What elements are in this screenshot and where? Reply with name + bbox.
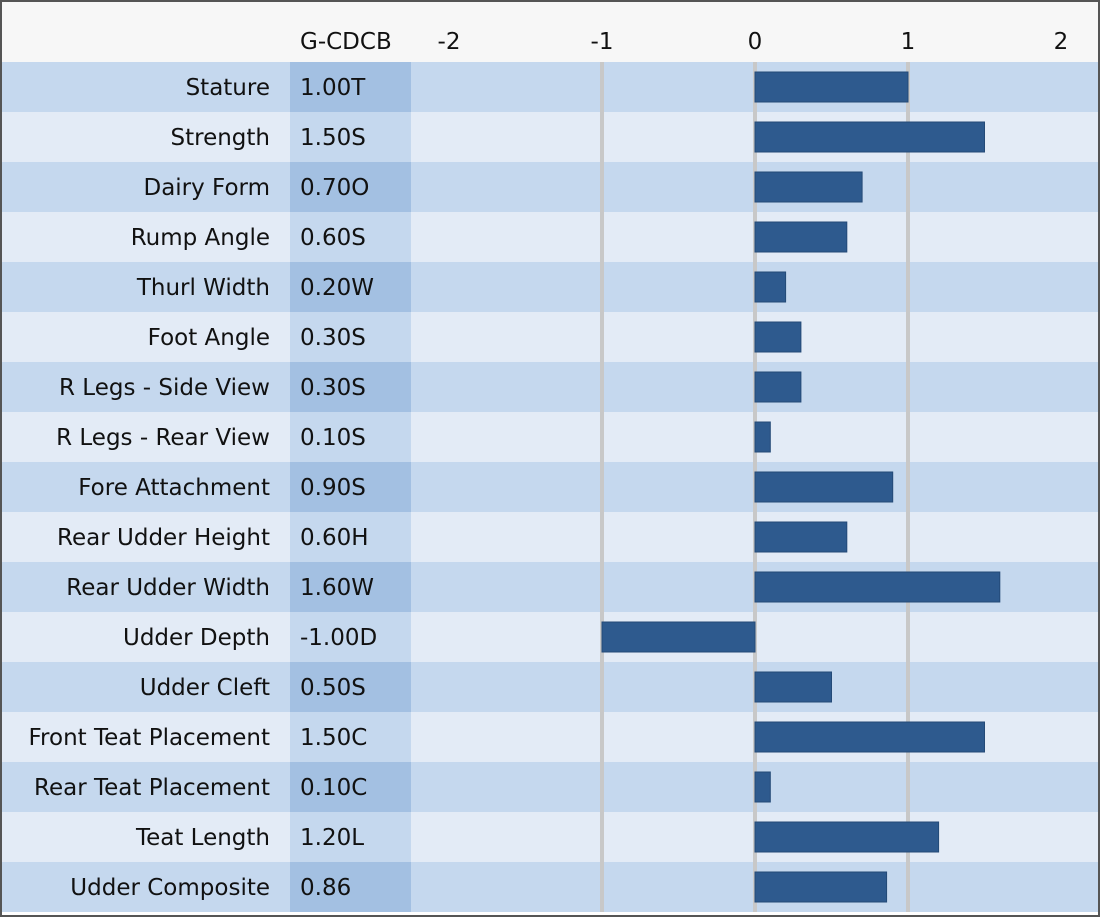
value-column-cell: [290, 562, 411, 612]
bar: [754, 671, 832, 703]
bar: [754, 821, 940, 853]
value-label: 0.60S: [300, 225, 366, 251]
value-label: 0.86: [300, 875, 351, 901]
category-label: Teat Length: [135, 825, 270, 851]
value-column-cell: [290, 512, 411, 562]
value-column-cell: [290, 112, 411, 162]
bar: [754, 421, 771, 453]
value-column-cell: [290, 312, 411, 362]
row-band: [0, 662, 1100, 712]
x-tick-label: 0: [748, 29, 763, 55]
category-label: Udder Cleft: [140, 675, 270, 701]
category-label: Rear Teat Placement: [34, 775, 270, 801]
row-band: [0, 512, 1100, 562]
bar: [754, 871, 888, 903]
row-band: [0, 262, 1100, 312]
x-tick-label: 2: [1054, 29, 1069, 55]
x-tick-label: -1: [591, 29, 614, 55]
row-band: [0, 462, 1100, 512]
value-label: 0.20W: [300, 275, 374, 301]
value-column-cell: [290, 362, 411, 412]
header-background: [0, 0, 1100, 62]
bar: [754, 321, 802, 353]
bar: [754, 121, 985, 153]
row-band: [0, 412, 1100, 462]
bar: [754, 571, 1001, 603]
bar: [754, 171, 863, 203]
row-band: [0, 212, 1100, 262]
bar: [754, 721, 985, 753]
value-column-cell: [290, 612, 411, 662]
value-column-cell: [290, 412, 411, 462]
row-band: [0, 62, 1100, 112]
category-label: R Legs - Rear View: [56, 425, 270, 451]
row-band: [0, 862, 1100, 912]
bar: [754, 771, 771, 803]
value-column-cell: [290, 62, 411, 112]
category-label: Dairy Form: [143, 175, 270, 201]
value-label: -1.00D: [300, 625, 377, 651]
row-band: [0, 362, 1100, 412]
category-label: R Legs - Side View: [59, 375, 270, 401]
category-label: Rear Udder Width: [66, 575, 270, 601]
category-label: Stature: [186, 75, 270, 101]
value-label: 1.50C: [300, 725, 367, 751]
x-tick-label: 1: [901, 29, 916, 55]
row-band: [0, 612, 1100, 662]
bar: [754, 221, 848, 253]
row-band: [0, 162, 1100, 212]
value-label: 0.30S: [300, 375, 366, 401]
category-label: Rump Angle: [131, 225, 270, 251]
value-column-cell: [290, 712, 411, 762]
row-band: [0, 762, 1100, 812]
value-label: 0.50S: [300, 675, 366, 701]
value-column-cell: [290, 462, 411, 512]
value-column-cell: [290, 862, 411, 912]
value-column-cell: [290, 262, 411, 312]
category-label: Udder Depth: [123, 625, 270, 651]
value-column-cell: [290, 212, 411, 262]
value-label: 0.90S: [300, 475, 366, 501]
value-label: 1.00T: [300, 75, 366, 101]
category-label: Thurl Width: [136, 275, 270, 301]
value-label: 0.60H: [300, 525, 369, 551]
category-label: Fore Attachment: [78, 475, 270, 501]
category-label: Udder Composite: [70, 875, 270, 901]
value-label: 0.10S: [300, 425, 366, 451]
value-label: 0.70O: [300, 175, 369, 201]
value-column-cell: [290, 762, 411, 812]
value-label: 0.10C: [300, 775, 367, 801]
bar: [754, 271, 787, 303]
bar: [754, 471, 894, 503]
x-tick-label: -2: [438, 29, 461, 55]
bar: [754, 71, 909, 103]
value-column-cell: [290, 162, 411, 212]
category-label: Strength: [171, 125, 271, 151]
category-label: Front Teat Placement: [29, 725, 271, 751]
row-band: [0, 312, 1100, 362]
column-header: G-CDCB: [300, 29, 392, 55]
value-column-cell: [290, 812, 411, 862]
category-label: Rear Udder Height: [57, 525, 270, 551]
bar: [754, 521, 848, 553]
value-column-cell: [290, 662, 411, 712]
value-label: 1.50S: [300, 125, 366, 151]
bar: [601, 621, 756, 653]
value-label: 0.30S: [300, 325, 366, 351]
value-label: 1.60W: [300, 575, 374, 601]
category-label: Foot Angle: [148, 325, 270, 351]
bar: [754, 371, 802, 403]
value-label: 1.20L: [300, 825, 364, 851]
